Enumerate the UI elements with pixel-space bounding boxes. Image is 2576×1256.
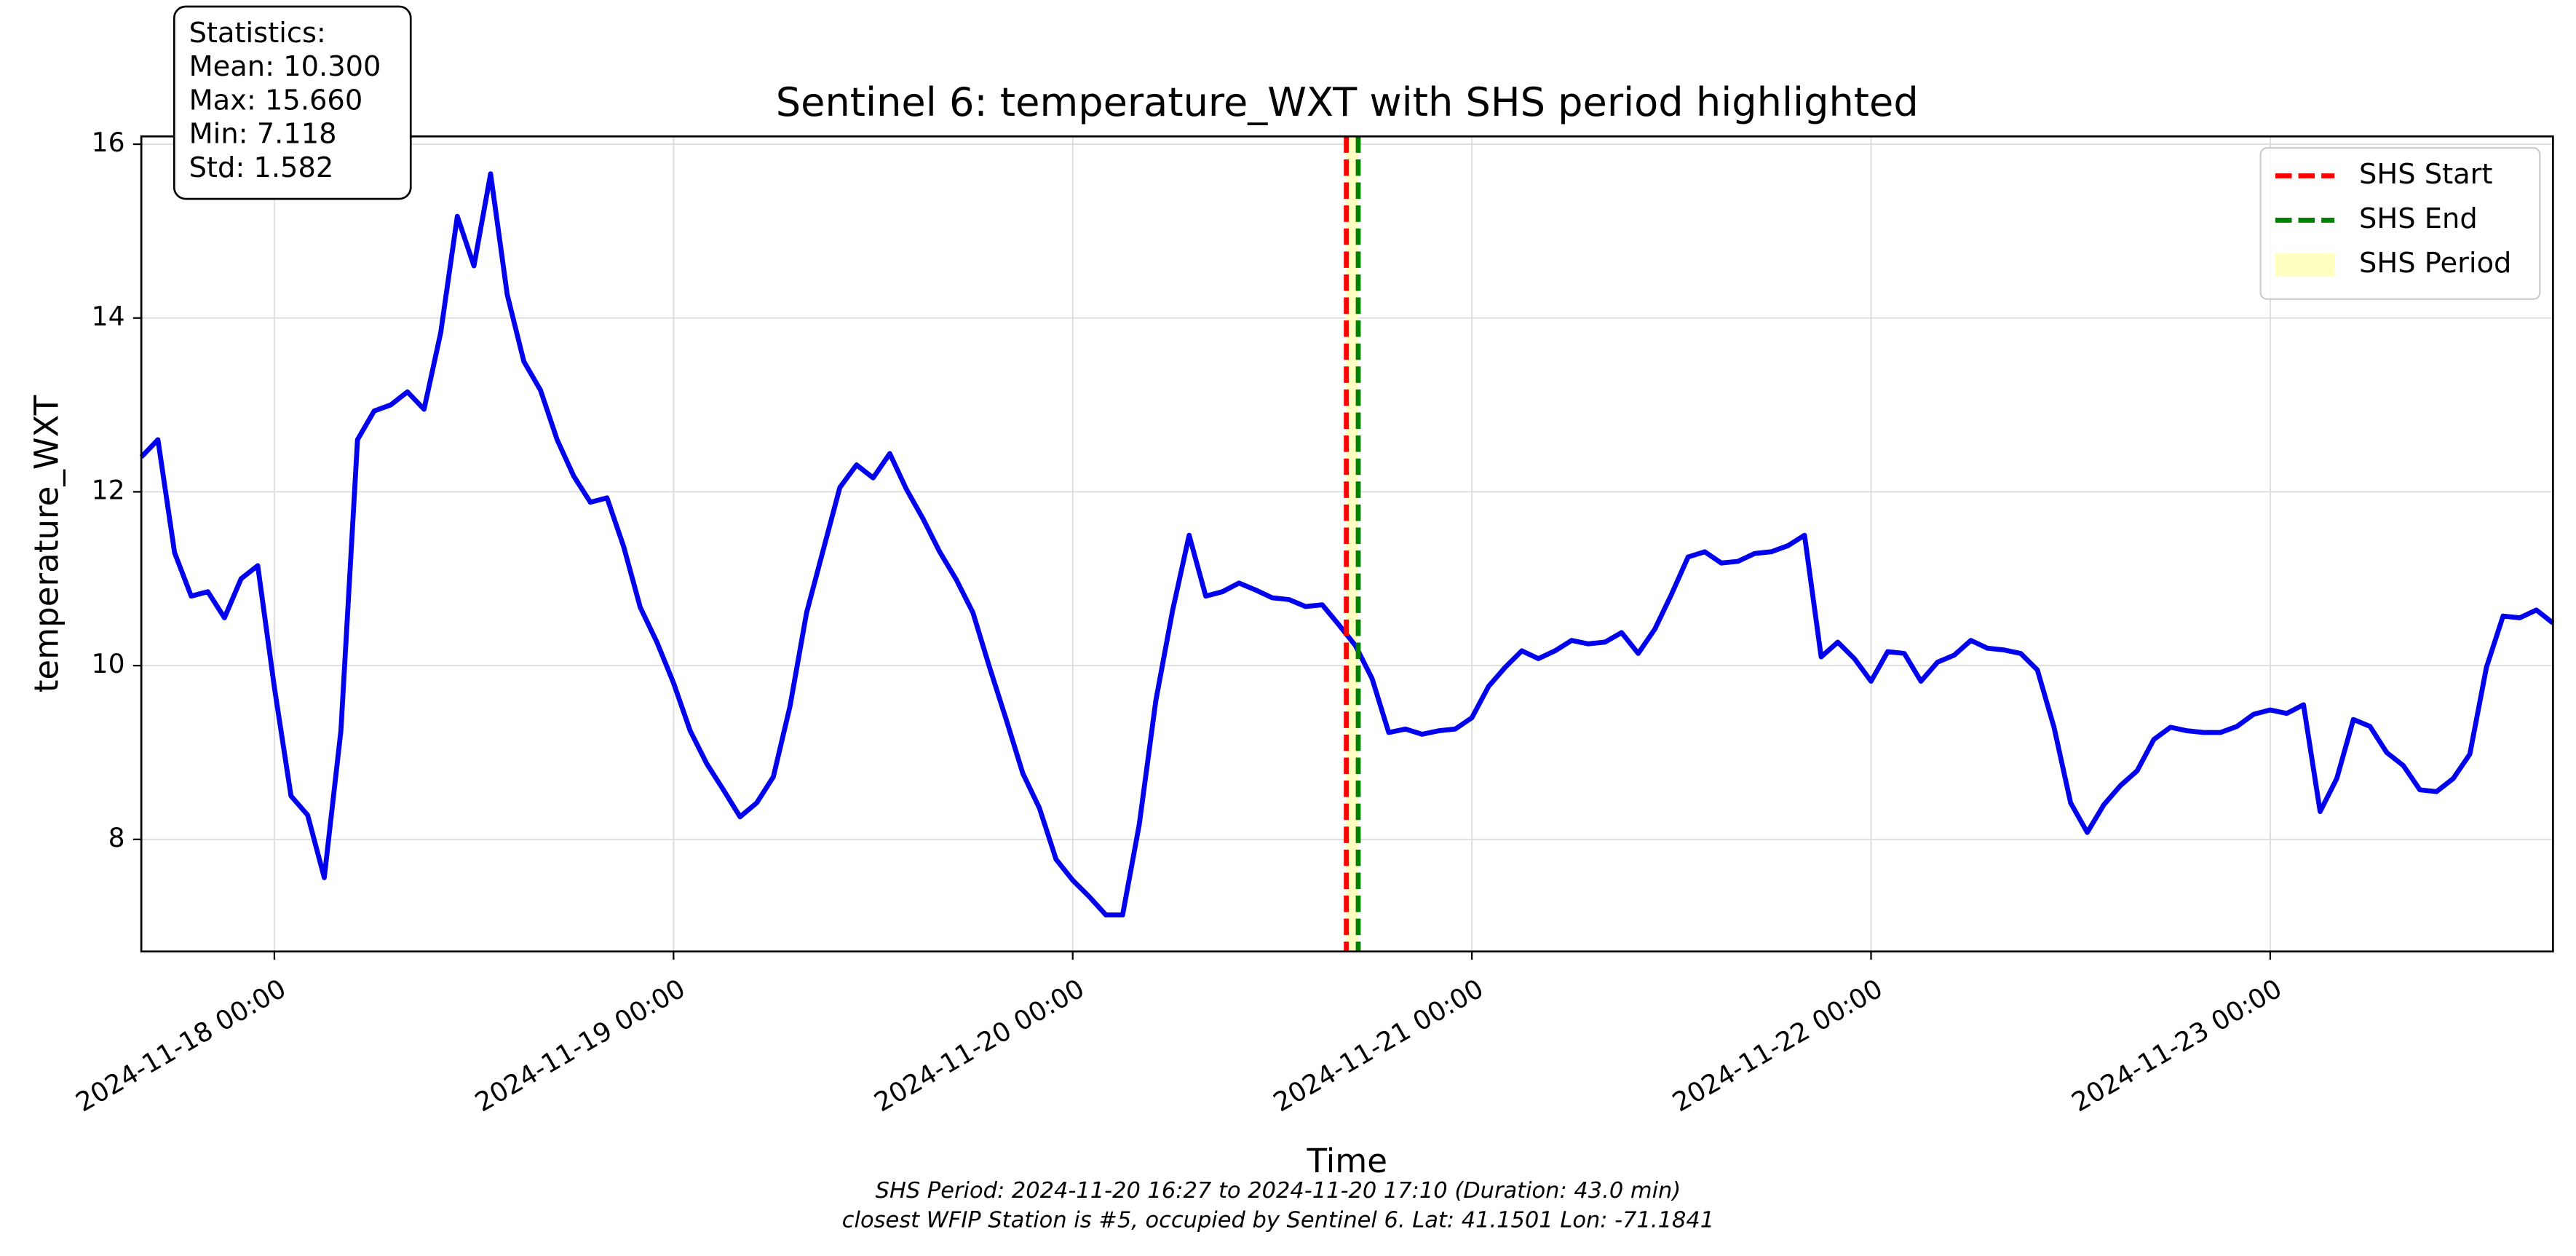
y-tick-label: 8: [108, 822, 125, 853]
plot-frame: [140, 135, 2554, 953]
stats-text: Max: 15.660: [189, 84, 363, 116]
legend-label: SHS Start: [2359, 158, 2492, 191]
y-tick-label: 14: [92, 301, 125, 332]
y-axis-label: temperature_WXT: [28, 395, 66, 692]
footnote: closest WFIP Station is #5, occupied by …: [842, 1207, 1714, 1233]
y-tick-label: 16: [92, 127, 125, 158]
x-axis-label: Time: [1307, 1142, 1387, 1180]
footnote: SHS Period: 2024-11-20 16:27 to 2024-11-…: [876, 1178, 1681, 1204]
legend-label: SHS End: [2359, 202, 2478, 235]
stats-box: [173, 5, 412, 200]
y-tick-label: 10: [92, 648, 125, 679]
legend-swatch: [2275, 253, 2335, 277]
legend-label: SHS Period: [2359, 247, 2511, 280]
y-tick-label: 12: [92, 474, 125, 505]
chart-title: Sentinel 6: temperature_WXT with SHS per…: [776, 79, 1919, 125]
stats-text: Mean: 10.300: [189, 50, 381, 83]
stats-text: Min: 7.118: [189, 118, 337, 151]
shs-period-span: [1346, 136, 1358, 952]
stats-text: Std: 1.582: [189, 151, 334, 184]
stats-text: Statistics:: [189, 17, 326, 50]
